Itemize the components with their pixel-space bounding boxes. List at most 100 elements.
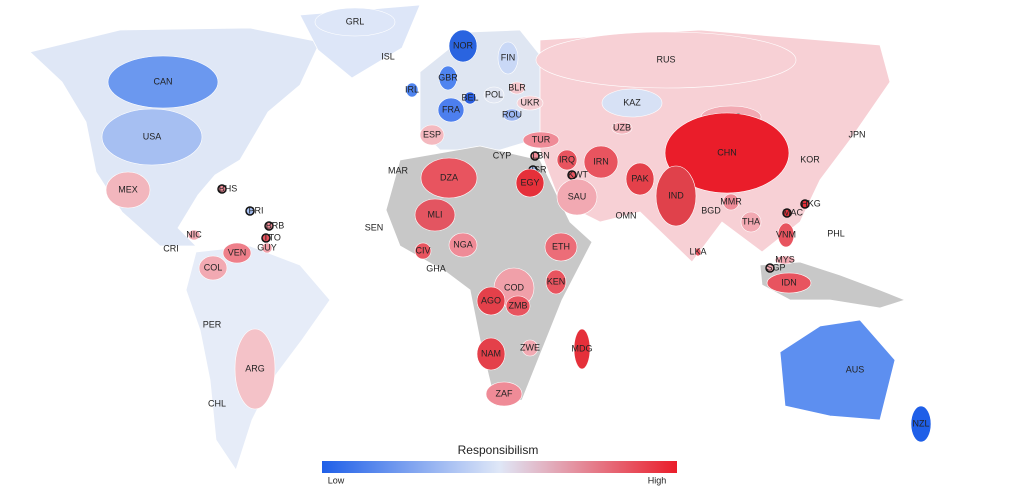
country-region <box>611 121 633 135</box>
australia <box>779 319 896 421</box>
country-label: PER <box>203 319 222 329</box>
country-label: ARG <box>245 363 265 373</box>
country-label: MAR <box>388 165 409 175</box>
country-label: OMN <box>616 210 637 220</box>
country-region <box>483 86 505 104</box>
country-label: PRI <box>248 205 263 215</box>
country-region <box>437 97 465 123</box>
country-region <box>405 82 419 98</box>
country-label: USA <box>143 131 162 141</box>
country-region <box>774 255 796 265</box>
country-label: LBN <box>532 150 550 160</box>
country-label: IDN <box>781 277 797 287</box>
country-label: UKR <box>520 97 540 107</box>
country-label: ZWE <box>520 342 540 352</box>
country-marker <box>800 199 810 209</box>
country-label: PHL <box>827 228 845 238</box>
country-region <box>722 193 740 211</box>
country-region <box>766 272 812 294</box>
country-label: FIN <box>501 52 516 62</box>
country-label: MAC <box>783 207 804 217</box>
country-label: BHS <box>219 183 238 193</box>
country-label: KWT <box>568 169 588 179</box>
country-label: CAN <box>153 76 172 86</box>
country-label: NIC <box>186 229 202 239</box>
country-marker <box>567 170 577 180</box>
country-label: UZB <box>613 122 631 132</box>
country-label: AGO <box>481 295 501 305</box>
country-label: CYP <box>493 150 512 160</box>
country-region <box>234 328 276 410</box>
country-region <box>777 222 795 248</box>
country-label: VNM <box>776 229 796 239</box>
country-label: GUY <box>257 242 277 252</box>
country-region <box>583 145 619 179</box>
country-region <box>314 7 396 37</box>
country-label: NGA <box>453 239 473 249</box>
country-marker <box>261 233 271 243</box>
country-label: GBR <box>438 72 458 82</box>
country-label: MYS <box>775 254 795 264</box>
country-label: CHN <box>717 147 737 157</box>
country-label: COL <box>204 262 223 272</box>
country-label: BRB <box>266 220 285 230</box>
country-marker <box>530 151 540 161</box>
country-label: GHA <box>426 263 446 273</box>
country-label: VEN <box>228 247 247 257</box>
country-region <box>438 65 458 91</box>
country-region <box>910 405 932 443</box>
country-label: ESP <box>423 129 441 139</box>
country-label: PAK <box>631 173 648 183</box>
country-label: BEL <box>461 92 478 102</box>
country-label: NOR <box>453 40 474 50</box>
country-region <box>545 269 567 295</box>
country-label: ETH <box>552 241 570 251</box>
country-label: MLI <box>427 209 442 219</box>
country-region <box>740 211 762 233</box>
country-region <box>448 29 478 63</box>
country-label: RUS <box>656 54 675 64</box>
country-label: BGD <box>701 205 721 215</box>
country-label: IRL <box>405 84 419 94</box>
country-label: KAZ <box>623 97 641 107</box>
country-region <box>625 162 655 196</box>
country-marker <box>765 263 775 273</box>
country-label: COD <box>504 282 525 292</box>
country-region <box>556 178 598 216</box>
country-label: SAU <box>568 191 587 201</box>
country-label: CHL <box>208 398 226 408</box>
country-label: DZA <box>440 172 458 182</box>
country-label: IND <box>668 190 684 200</box>
country-label: NZL <box>912 418 929 428</box>
legend-high: High <box>648 475 667 485</box>
country-region <box>508 81 526 95</box>
country-region <box>476 337 506 371</box>
country-label: CRI <box>163 243 179 253</box>
country-region <box>101 108 203 166</box>
country-region <box>573 328 591 370</box>
country-region <box>522 131 560 149</box>
country-marker <box>245 206 255 216</box>
country-region <box>414 198 456 232</box>
country-label: IRN <box>593 156 609 166</box>
country-region <box>556 149 578 171</box>
country-region <box>655 165 697 227</box>
country-label: IRQ <box>559 154 575 164</box>
country-label: SEN <box>365 222 384 232</box>
country-label: ZAF <box>496 388 514 398</box>
country-label: GRL <box>346 16 365 26</box>
country-label: BLR <box>508 82 526 92</box>
country-label: AUS <box>846 364 865 374</box>
country-label: FRA <box>442 104 460 114</box>
country-label: MDG <box>572 343 593 353</box>
country-region <box>694 247 702 257</box>
country-label: ISR <box>531 164 547 174</box>
country-region <box>476 286 506 316</box>
country-region <box>222 242 252 264</box>
country-label: TUR <box>532 134 551 144</box>
country-label: CIV <box>415 245 430 255</box>
country-region <box>601 88 663 118</box>
country-label: NAM <box>481 348 501 358</box>
country-label: MMR <box>720 196 742 206</box>
